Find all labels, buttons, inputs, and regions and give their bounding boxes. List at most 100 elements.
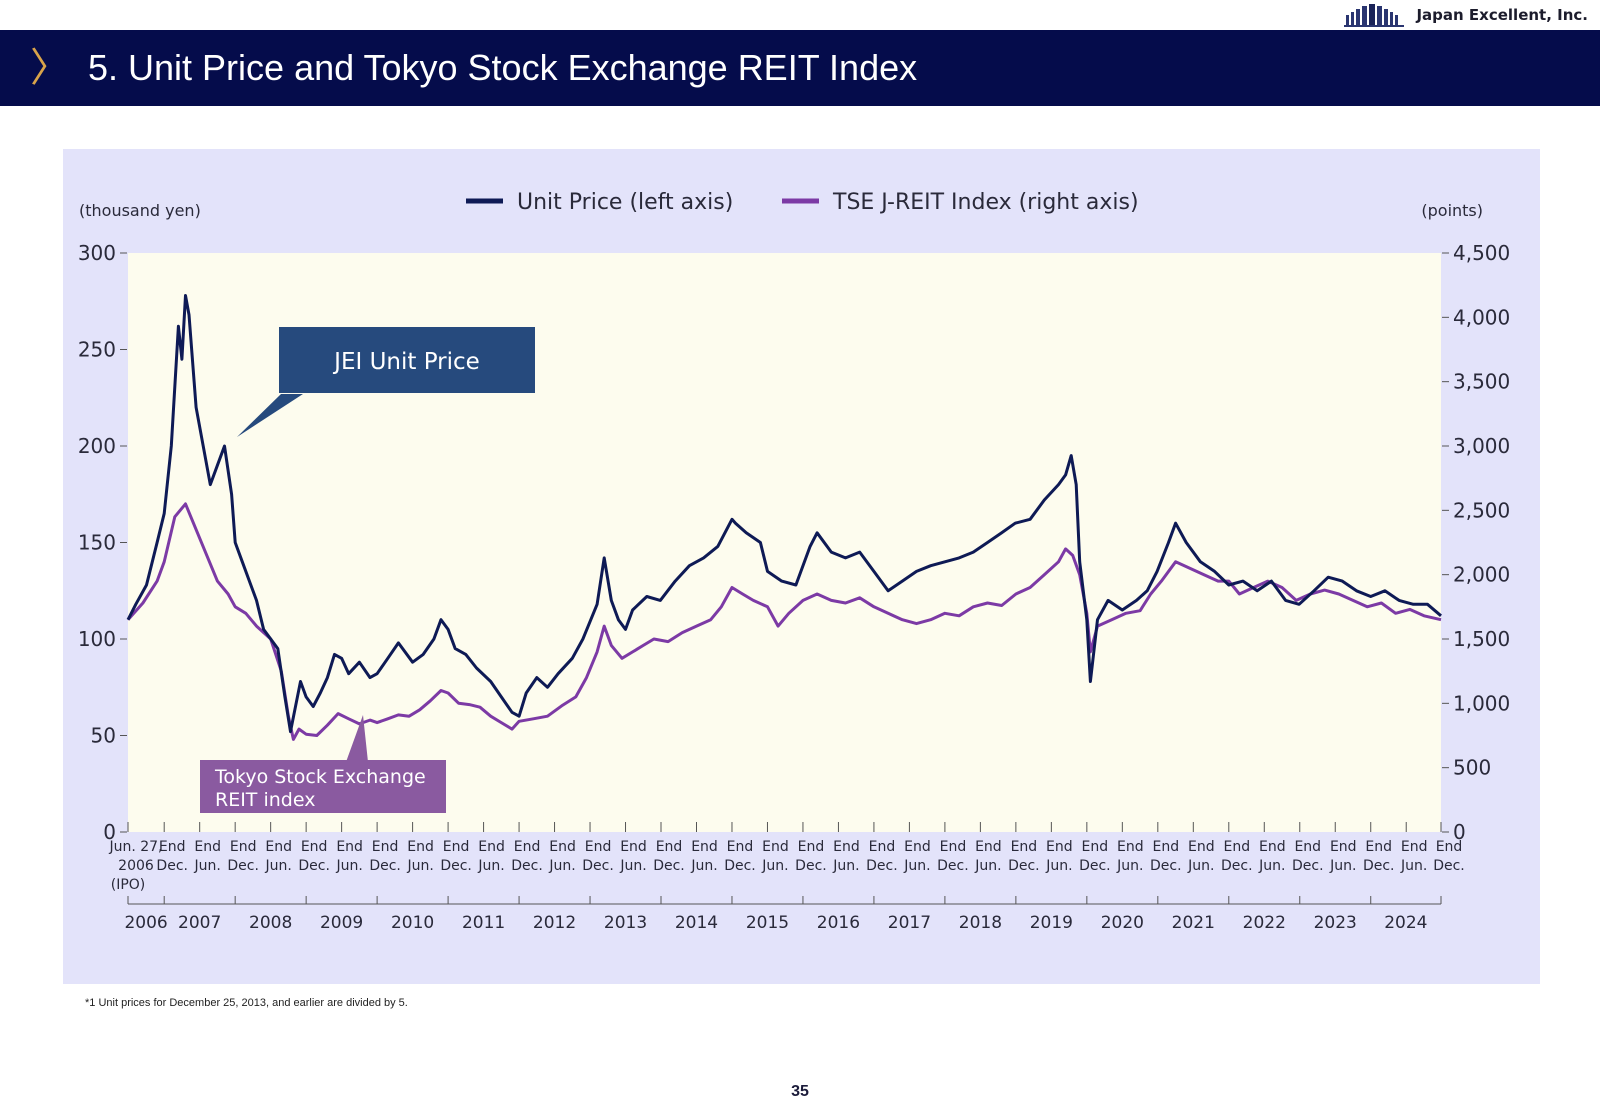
x-axis-tick-label: End — [514, 839, 541, 855]
x-axis-tick-label: Dec. — [1292, 858, 1324, 874]
x-axis-tick-label: Jun. — [1400, 858, 1427, 874]
year-axis-label: 2008 — [249, 913, 292, 933]
x-axis-tick-label: End — [1401, 839, 1428, 855]
reit-callout-label-line2: REIT index — [215, 789, 315, 811]
right-axis-tick-label: 4,500 — [1453, 241, 1510, 265]
right-axis-tick-label: 500 — [1453, 756, 1491, 780]
x-axis-tick-label: End — [975, 839, 1002, 855]
x-axis-tick-label: End — [656, 839, 683, 855]
x-axis-tick-label: End — [727, 839, 754, 855]
x-axis-tick-label: Jun. — [832, 858, 859, 874]
chevron-right-icon: 〉 — [30, 46, 70, 90]
x-axis-tick-label: Dec. — [440, 858, 472, 874]
right-axis-tick-label: 2,000 — [1453, 563, 1510, 587]
x-axis-tick-label: 2006 — [118, 858, 154, 874]
page-title: 5. Unit Price and Tokyo Stock Exchange R… — [88, 47, 918, 88]
left-axis-tick-label: 100 — [78, 627, 116, 651]
x-axis-tick-label: Dec. — [227, 858, 259, 874]
x-axis-tick-label: (IPO) — [111, 877, 146, 893]
x-axis-tick-label: Jun. — [619, 858, 646, 874]
title-bar: 〉 5. Unit Price and Tokyo Stock Exchange… — [0, 30, 1600, 106]
x-axis-tick-label: Dec. — [1150, 858, 1182, 874]
x-axis-tick-label: Jun. — [194, 858, 221, 874]
x-axis-tick-label: Jun. 27, — [108, 839, 162, 855]
year-axis-label: 2011 — [462, 913, 505, 933]
x-axis-tick-label: End — [194, 839, 221, 855]
right-axis-tick-label: 3,000 — [1453, 434, 1510, 458]
company-logo: Japan Excellent, Inc. — [1344, 0, 1588, 30]
x-axis-tick-label: End — [762, 839, 789, 855]
year-axis-label: 2016 — [817, 913, 860, 933]
x-axis-tick-label: End — [372, 839, 399, 855]
year-axis-label: 2022 — [1243, 913, 1286, 933]
unit-price-callout-label: JEI Unit Price — [332, 349, 480, 375]
x-axis-tick-label: Dec. — [866, 858, 898, 874]
reit-callout-label-line1: Tokyo Stock Exchange — [214, 766, 426, 788]
x-axis-tick-label: Dec. — [653, 858, 685, 874]
x-axis-tick-label: Dec. — [1433, 858, 1465, 874]
x-axis-tick-label: End — [1117, 839, 1144, 855]
series-line-reit-index — [126, 502, 1442, 741]
x-axis-tick-label: Jun. — [1045, 858, 1072, 874]
unit-price-callout-box — [279, 327, 535, 393]
x-axis-tick-label: End — [1082, 839, 1109, 855]
x-axis-tick-label: End — [407, 839, 434, 855]
right-axis-unit-label: (points) — [1421, 201, 1483, 220]
x-axis-tick-label: Jun. — [761, 858, 788, 874]
x-axis-tick-label: End — [585, 839, 612, 855]
x-axis-tick-label: Jun. — [690, 858, 717, 874]
company-name: Japan Excellent, Inc. — [1416, 6, 1588, 24]
x-axis-tick-label: Jun. — [1329, 858, 1356, 874]
line-chart: 0 50 100 150 200 250 300 (thousand yen) 0 500 1,00… — [78, 190, 1510, 933]
left-axis-unit-label: (thousand yen) — [79, 201, 201, 220]
x-axis-tick-label: End — [691, 839, 718, 855]
left-axis-tick-label: 150 — [78, 531, 116, 555]
x-axis-tick-label: Dec. — [1008, 858, 1040, 874]
x-axis-tick-label: Jun. — [406, 858, 433, 874]
chart-panel: 0 50 100 150 200 250 300 (thousand yen) 0 500 1,00… — [63, 149, 1540, 984]
year-axis-label: 2006 — [124, 913, 167, 933]
x-axis-tick-label: End — [336, 839, 363, 855]
x-axis-tick-label: End — [869, 839, 896, 855]
right-axis-tick-label: 0 — [1453, 820, 1466, 844]
left-axis-tick-label: 50 — [91, 724, 116, 748]
x-axis-tick-label: Dec. — [369, 858, 401, 874]
year-axis-label: 2013 — [604, 913, 647, 933]
x-axis-tick-label: Jun. — [548, 858, 575, 874]
year-axis-label: 2014 — [675, 913, 718, 933]
x-axis-tick-label: End — [549, 839, 576, 855]
year-axis-label: 2010 — [391, 913, 434, 933]
x-axis-tick-label: End — [1188, 839, 1215, 855]
right-axis-tick-label: 4,000 — [1453, 305, 1510, 329]
x-axis-tick-label: End — [301, 839, 328, 855]
x-axis-tick-label: Dec. — [511, 858, 543, 874]
x-axis-tick-label: End — [1365, 839, 1392, 855]
left-axis-tick-label: 0 — [103, 820, 116, 844]
x-axis-tick-label: Dec. — [937, 858, 969, 874]
x-axis-tick-label: End — [620, 839, 647, 855]
x-axis-tick-label: End — [1436, 839, 1463, 855]
x-axis-tick-label: Dec. — [582, 858, 614, 874]
unit-price-callout-pointer — [237, 394, 303, 437]
year-axis-label: 2023 — [1314, 913, 1357, 933]
x-axis-tick-label: End — [1330, 839, 1357, 855]
x-axis-tick-label: Jun. — [974, 858, 1001, 874]
year-axis-label: 2024 — [1384, 913, 1427, 933]
x-axis-tick-label: Dec. — [298, 858, 330, 874]
x-axis-tick-label: End — [1294, 839, 1321, 855]
right-axis-tick-label: 1,500 — [1453, 627, 1510, 651]
reit-callout-box — [200, 760, 446, 813]
x-axis-tick-label: Jun. — [903, 858, 930, 874]
reit-callout-pointer — [346, 715, 368, 762]
year-axis-label: 2021 — [1172, 913, 1215, 933]
x-axis-tick-label: End — [1011, 839, 1038, 855]
year-axis-label: 2017 — [888, 913, 931, 933]
x-axis-tick-label: End — [1223, 839, 1250, 855]
x-axis-tick-label: End — [1046, 839, 1073, 855]
legend-label-unit-price: Unit Price (left axis) — [517, 190, 733, 215]
year-axis-label: 2018 — [959, 913, 1002, 933]
x-axis-tick-label: End — [833, 839, 860, 855]
left-axis-tick-label: 250 — [78, 338, 116, 362]
x-axis-tick-label: Dec. — [1079, 858, 1111, 874]
year-axis-label: 2012 — [533, 913, 576, 933]
